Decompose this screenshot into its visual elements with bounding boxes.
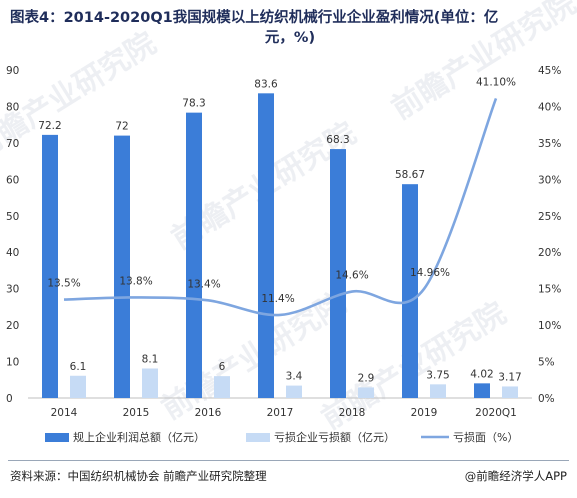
y-right-tick-label: 10%: [538, 320, 561, 332]
y-left-tick-label: 80: [6, 101, 19, 113]
y-left-tick-label: 50: [6, 211, 19, 223]
x-tick-label: 2015: [123, 407, 150, 419]
profit-bar-label: 58.67: [395, 169, 425, 181]
profit-bar-label: 4.02: [470, 368, 493, 380]
loss-rate-label: 41.10%: [476, 76, 516, 88]
y-right-tick-label: 35%: [538, 138, 561, 150]
x-tick-label: 2019: [411, 407, 438, 419]
loss-amount-bar: [142, 368, 158, 398]
profit-bar-label: 78.3: [182, 98, 205, 110]
y-left-tick-label: 70: [6, 138, 19, 150]
y-left-tick-label: 90: [6, 65, 19, 77]
profit-bar: [402, 184, 418, 398]
profit-bar-label: 83.6: [254, 78, 278, 90]
loss-rate-label: 11.4%: [261, 293, 294, 305]
legend-label-loss-rate: 亏损面（%）: [453, 430, 518, 444]
loss-amount-bar: [430, 384, 446, 398]
x-tick-label: 2020Q1: [475, 407, 517, 419]
y-left-tick-label: 10: [6, 357, 19, 369]
loss-amount-bar-label: 3.4: [286, 371, 303, 383]
data-labels: 72.2 6.1 72 8.1 78.3 6 83.6 3.4 68.3 2.9 58.67 3.75…: [38, 76, 521, 384]
axes: 0 10 20 30 40 50 60 70 80 90 0% 5% 10% 15% 20% 25% 30% 35…: [6, 65, 561, 419]
loss-rate-label: 13.4%: [187, 278, 220, 290]
legend-label-profit: 规上企业利润总额（亿元）: [73, 430, 205, 444]
loss-amount-bar: [358, 387, 374, 398]
x-tick-label: 2018: [339, 407, 366, 419]
y-left-tick-label: 60: [6, 174, 19, 186]
source-note: 资料来源：中国纺织机械协会 前瞻产业研究院整理: [10, 469, 267, 483]
y-right-tick-label: 20%: [538, 247, 561, 259]
x-tick-label: 2017: [267, 407, 294, 419]
y-right-tick-label: 40%: [538, 101, 561, 113]
y-right-tick-label: 15%: [538, 284, 561, 296]
loss-amount-bar: [502, 386, 518, 398]
legend-swatch-profit: [45, 433, 69, 442]
y-left-tick-label: 20: [6, 320, 19, 332]
profit-bar: [42, 134, 58, 399]
legend-label-loss-amount: 亏损企业亏损额（亿元）: [274, 430, 395, 444]
profit-bar: [186, 112, 202, 398]
loss-rate-label: 13.5%: [47, 278, 80, 290]
x-tick-label: 2014: [51, 407, 78, 419]
chart-title-line1: 图表4：2014-2020Q1我国规模以上纺织机械行业企业盈利情况(单位：亿: [10, 10, 499, 26]
combo-chart: 前瞻产业研究院前瞻产业研究院前瞻产业研究院前瞻产业研究院前瞻产业研究院 0102…: [0, 0, 577, 444]
profit-bar-label: 72: [115, 121, 128, 133]
loss-amount-bar-label: 6.1: [70, 361, 87, 373]
profit-bar: [474, 383, 490, 398]
profit-bar-label: 72.2: [38, 120, 61, 132]
y-right-tick-label: 25%: [538, 211, 561, 223]
chart-title: 图表4：2014-2020Q1我国规模以上纺织机械行业企业盈利情况(单位：亿 元…: [10, 8, 570, 48]
profit-bar-label: 68.3: [326, 134, 349, 146]
loss-rate-line: [63, 97, 498, 317]
loss-rate-label: 13.8%: [119, 275, 152, 287]
y-left-tick-label: 0: [6, 393, 13, 405]
credit-note: @前瞻经济学人APP: [464, 469, 567, 483]
loss-amount-bar-label: 6: [219, 361, 226, 373]
y-right-tick-label: 0%: [538, 393, 555, 405]
y-left-tick-label: 40: [6, 247, 19, 259]
y-right-tick-label: 30%: [538, 174, 561, 186]
y-right-tick-label: 45%: [538, 65, 561, 77]
legend-swatch-loss-amount: [246, 433, 270, 442]
loss-rate-label: 14.96%: [410, 267, 450, 279]
legend: 规上企业利润总额（亿元） 亏损企业亏损额（亿元） 亏损面（%）: [45, 430, 518, 444]
footer-divider: [8, 460, 569, 461]
loss-amount-bar-label: 3.75: [426, 369, 449, 381]
loss-amount-bar: [286, 385, 302, 398]
profit-bar: [258, 93, 274, 398]
watermark-text: 前瞻产业研究院: [0, 26, 162, 167]
bars: [42, 93, 518, 399]
loss-rate-curve: [63, 97, 498, 317]
loss-amount-bar-label: 8.1: [142, 353, 159, 365]
profit-bar: [330, 149, 346, 398]
loss-rate-label: 14.6%: [335, 270, 368, 282]
loss-amount-bar: [70, 375, 86, 398]
y-right-tick-label: 5%: [538, 357, 555, 369]
loss-amount-bar-label: 2.9: [358, 372, 375, 384]
y-left-tick-label: 30: [6, 284, 19, 296]
chart-title-line2: 元，%): [264, 30, 316, 46]
profit-bar: [114, 135, 130, 398]
x-tick-label: 2016: [195, 407, 222, 419]
loss-amount-bar-label: 3.17: [498, 371, 521, 383]
loss-amount-bar: [214, 376, 230, 398]
